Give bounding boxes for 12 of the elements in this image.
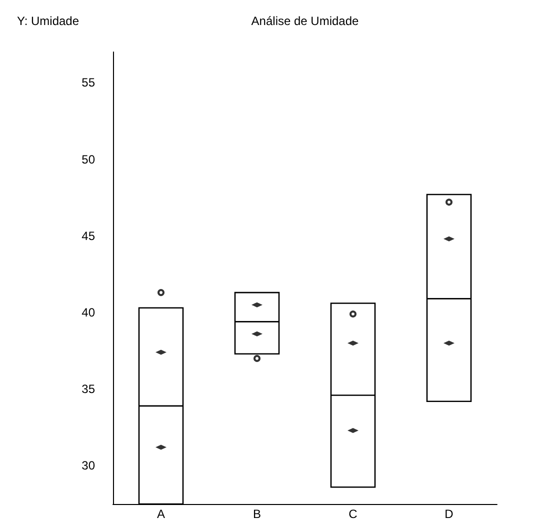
x-tick-label: D xyxy=(444,507,454,521)
y-tick-label: 35 xyxy=(82,382,96,396)
y-tick-label: 55 xyxy=(82,76,96,90)
x-tick-label: C xyxy=(348,507,358,521)
y-tick-label: 30 xyxy=(82,458,96,473)
chart-title: Análise de Umidade xyxy=(251,14,360,28)
x-tick-label: A xyxy=(156,507,166,521)
x-tick-label: B xyxy=(252,507,262,521)
y-tick-label: 50 xyxy=(82,152,96,166)
y-tick-label: 45 xyxy=(82,228,96,243)
y-tick-label: 40 xyxy=(82,305,96,320)
y-axis-title: Y: Umidade xyxy=(17,14,80,28)
